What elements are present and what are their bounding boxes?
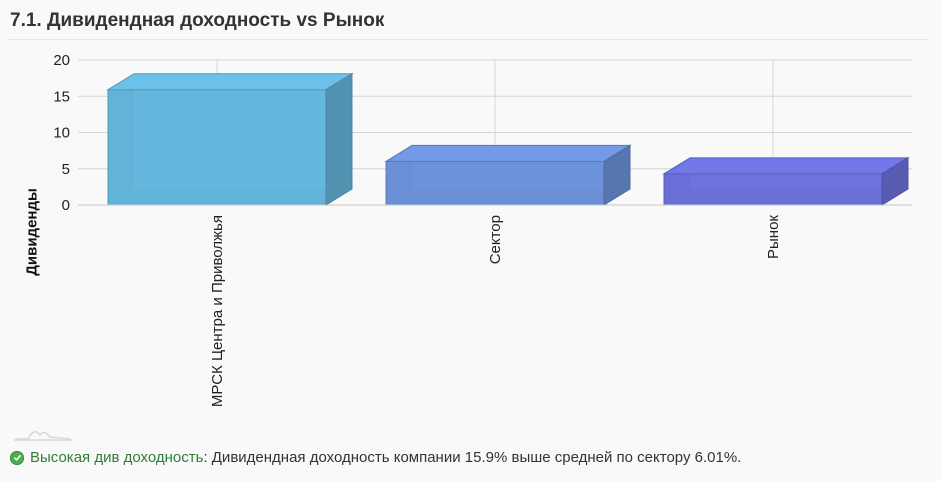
dividend-bar-chart: 0 5 10 15 20 МРСК Центра и Приволжья Сектор Рын… — [53, 52, 912, 407]
title-divider — [8, 39, 928, 40]
bar-top — [384, 144, 632, 162]
bar-side — [881, 156, 909, 206]
y-tick-label: 20 — [53, 52, 70, 69]
bar-inner — [134, 89, 326, 189]
x-tick-label: Сектор — [487, 215, 504, 264]
y-tick-label: 15 — [53, 88, 70, 105]
bar-side — [603, 144, 631, 206]
chart-logo-icon — [14, 431, 72, 441]
y-tick-label: 0 — [62, 197, 70, 214]
bar-side — [325, 72, 353, 206]
section-title: 7.1. Дивидендная доходность vs Рынок — [10, 10, 385, 31]
y-tick-label: 10 — [53, 125, 70, 142]
dividend-summary: Высокая див доходность: Дивидендная дохо… — [10, 449, 741, 466]
bar-top — [662, 157, 910, 175]
check-circle-icon — [10, 450, 24, 465]
bar-inner — [690, 173, 882, 189]
x-tick-label: Рынок — [765, 215, 782, 259]
verdict-label: Высокая див доходность — [30, 449, 204, 466]
bar-top — [106, 73, 354, 91]
verdict-separator: : — [203, 449, 208, 466]
y-tick-label: 5 — [62, 161, 70, 178]
x-tick-label: МРСК Центра и Приволжья — [209, 215, 226, 407]
summary-text: Дивидендная доходность компании 15.9% вы… — [207, 449, 742, 466]
y-axis-label: Дивиденды — [23, 188, 41, 276]
bar-inner — [412, 161, 604, 189]
